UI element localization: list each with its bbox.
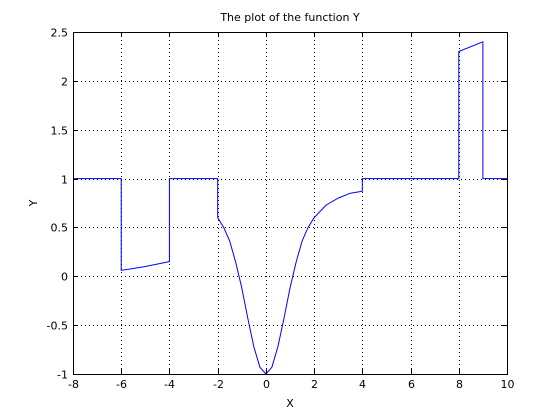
x-tick-label: -8 bbox=[68, 378, 79, 391]
y-tick-label: -0.5 bbox=[47, 320, 68, 333]
x-tick-label: 2 bbox=[311, 378, 318, 391]
plot-frame bbox=[73, 32, 508, 375]
x-tick-label: 6 bbox=[408, 378, 415, 391]
y-tick-label: 2.5 bbox=[51, 27, 69, 40]
series-layer bbox=[73, 41, 507, 375]
x-axis-label: X bbox=[286, 397, 294, 410]
y-tick-label: -1 bbox=[57, 369, 68, 382]
x-tick-label: 10 bbox=[501, 378, 515, 391]
x-tick-label: 4 bbox=[359, 378, 366, 391]
ticks: -8 -6 -4 -2 0 2 4 6 8 10 -1 -0.5 0 0.5 1 1.5 2 2.5 bbox=[47, 27, 515, 392]
y-axis-label: Y bbox=[27, 199, 40, 207]
x-tick-label: -4 bbox=[164, 378, 175, 391]
y-tick-label: 2 bbox=[61, 76, 68, 89]
y-tick-label: 1 bbox=[61, 174, 68, 187]
x-tick-label: 0 bbox=[263, 378, 270, 391]
plot-area bbox=[73, 32, 507, 374]
y-tick-label: 1.5 bbox=[51, 125, 69, 138]
series-line bbox=[73, 41, 507, 375]
y-tick-label: 0 bbox=[61, 271, 68, 284]
x-tick-label: -6 bbox=[116, 378, 127, 391]
x-tick-label: 8 bbox=[456, 378, 463, 391]
grid bbox=[73, 32, 507, 374]
chart-title: The plot of the function Y bbox=[219, 11, 360, 24]
y-tick-label: 0.5 bbox=[51, 222, 69, 235]
x-tick-label: -2 bbox=[213, 378, 224, 391]
